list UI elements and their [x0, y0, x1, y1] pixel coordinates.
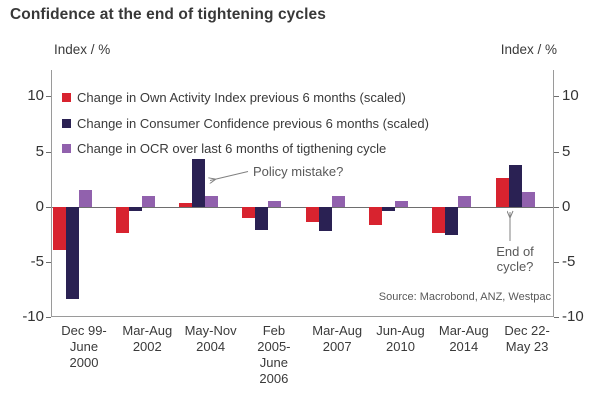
y-tick-label-right: 0 [562, 197, 571, 215]
legend-item: Change in OCR over last 6 months of tigt… [62, 136, 429, 162]
source-note: Source: Macrobond, ANZ, Westpac [378, 291, 551, 303]
legend-label: Change in Own Activity Index previous 6 … [77, 90, 406, 106]
bar [242, 206, 256, 218]
x-axis-label: May-Nov 2004 [184, 323, 237, 354]
x-axis-label: Mar-Aug 2002 [122, 323, 173, 354]
legend: Change in Own Activity Index previous 6 … [62, 85, 429, 162]
bar [369, 206, 382, 226]
y-tick-label-left: 0 [35, 197, 44, 215]
y-tick-mark [554, 317, 559, 318]
bar [495, 178, 509, 207]
y-tick-mark [46, 96, 51, 97]
x-axis-label: Feb 2005- June 2006 [257, 323, 291, 386]
bar [331, 195, 345, 207]
y-axis-unit-right: Index / % [500, 42, 557, 57]
y-tick-mark [46, 317, 51, 318]
y-tick-label-left: -5 [30, 252, 44, 270]
y-tick-label-left: 5 [35, 142, 44, 160]
legend-swatch-purple-icon [62, 144, 71, 154]
bar [128, 206, 142, 212]
y-tick-mark [46, 152, 51, 153]
plot-area [51, 70, 554, 317]
y-tick-mark [554, 262, 559, 263]
legend-label: Change in OCR over last 6 months of tigt… [77, 141, 387, 157]
bar [318, 206, 332, 231]
legend-label: Change in Consumer Confidence previous 6… [77, 115, 429, 131]
bar [78, 190, 92, 207]
x-axis-label: Mar-Aug 2014 [438, 323, 489, 354]
x-axis-label: Dec 22- May 23 [504, 323, 550, 354]
legend-item: Change in Own Activity Index previous 6 … [62, 85, 429, 111]
x-axis-label: Jun-Aug 2010 [376, 323, 425, 354]
y-tick-label-left: -10 [22, 308, 44, 325]
bar [305, 206, 319, 223]
y-tick-mark [46, 207, 51, 208]
bar [65, 206, 79, 300]
bar [445, 206, 459, 236]
y-tick-mark [46, 262, 51, 263]
y-tick-label-right: 5 [562, 142, 571, 160]
bar [521, 192, 535, 207]
y-tick-label-right: -5 [562, 252, 576, 270]
legend-swatch-navy-icon [62, 118, 71, 128]
annotation-policy-mistake: Policy mistake? [253, 164, 344, 179]
x-axis-label: Mar-Aug 2007 [312, 323, 363, 354]
x-axis-label: Dec 99- June 2000 [61, 323, 107, 370]
y-tick-label-right: -10 [562, 308, 584, 325]
y-tick-label-right: 10 [562, 87, 579, 105]
bar [52, 206, 66, 250]
bar [432, 206, 446, 234]
annotation-end-of-cycle: End of cycle? [496, 244, 534, 274]
bar [255, 206, 269, 230]
legend-swatch-red-icon [62, 93, 71, 103]
y-axis-unit-left: Index / % [54, 42, 111, 57]
bar [115, 206, 129, 234]
bar [141, 195, 155, 207]
bar [508, 164, 522, 207]
bar [205, 195, 219, 207]
chart-title: Confidence at the end of tightening cycl… [10, 6, 326, 23]
legend-item: Change in Consumer Confidence previous 6… [62, 111, 429, 137]
bar [458, 195, 472, 207]
bar [179, 203, 193, 207]
bar [192, 159, 206, 207]
bar [395, 201, 408, 207]
y-tick-mark [554, 152, 559, 153]
bar [268, 201, 282, 207]
y-tick-label-left: 10 [27, 87, 44, 105]
y-tick-mark [554, 207, 559, 208]
y-tick-mark [554, 96, 559, 97]
zero-gridline [52, 207, 553, 208]
bar [382, 206, 395, 212]
